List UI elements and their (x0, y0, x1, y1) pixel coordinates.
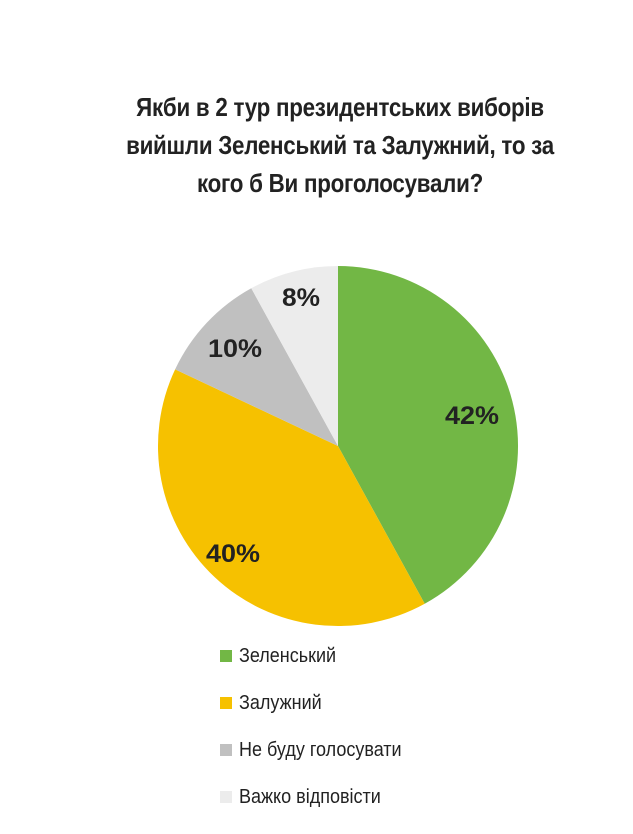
chart-title-line-3: кого б Ви проголосували? (197, 168, 483, 198)
chart-title-line-1: Якби в 2 тур президентських виборів (136, 92, 544, 122)
pie-slice-will-not-vote (175, 288, 338, 446)
legend-swatch-zaluzhny (220, 697, 232, 709)
pie-slice-zaluzhny (157, 369, 425, 627)
legend-swatch-zelensky (220, 650, 232, 662)
legend-item-zaluzhny: Залужний (220, 691, 420, 714)
slice-label-will-not-vote: 10% (208, 335, 262, 363)
chart-title: Якби в 2 тур президентських виборів вийш… (99, 88, 581, 202)
slice-label-zelensky: 42% (445, 402, 499, 430)
legend-label-zaluzhny: Залужний (239, 691, 322, 714)
legend-label-zelensky: Зеленський (239, 644, 337, 667)
legend-label-hard-to-say: Важко відповісти (239, 785, 381, 808)
legend-swatch-will-not-vote (220, 744, 232, 756)
pie-slice-zelensky (338, 266, 519, 604)
slice-label-hard-to-say: 8% (282, 284, 320, 312)
chart-legend: Зеленський Залужний Не буду голосувати В… (220, 644, 420, 834)
legend-item-hard-to-say: Важко відповісти (220, 785, 420, 808)
slice-label-zaluzhny: 40% (206, 540, 260, 568)
legend-item-zelensky: Зеленський (220, 644, 420, 667)
legend-item-will-not-vote: Не буду голосувати (220, 738, 420, 761)
legend-swatch-hard-to-say (220, 791, 232, 803)
chart-title-line-2: вийшли Зеленський та Залужний, то за (126, 130, 554, 160)
legend-label-will-not-vote: Не буду голосувати (239, 738, 402, 761)
pie-slice-hard-to-say (251, 266, 338, 446)
